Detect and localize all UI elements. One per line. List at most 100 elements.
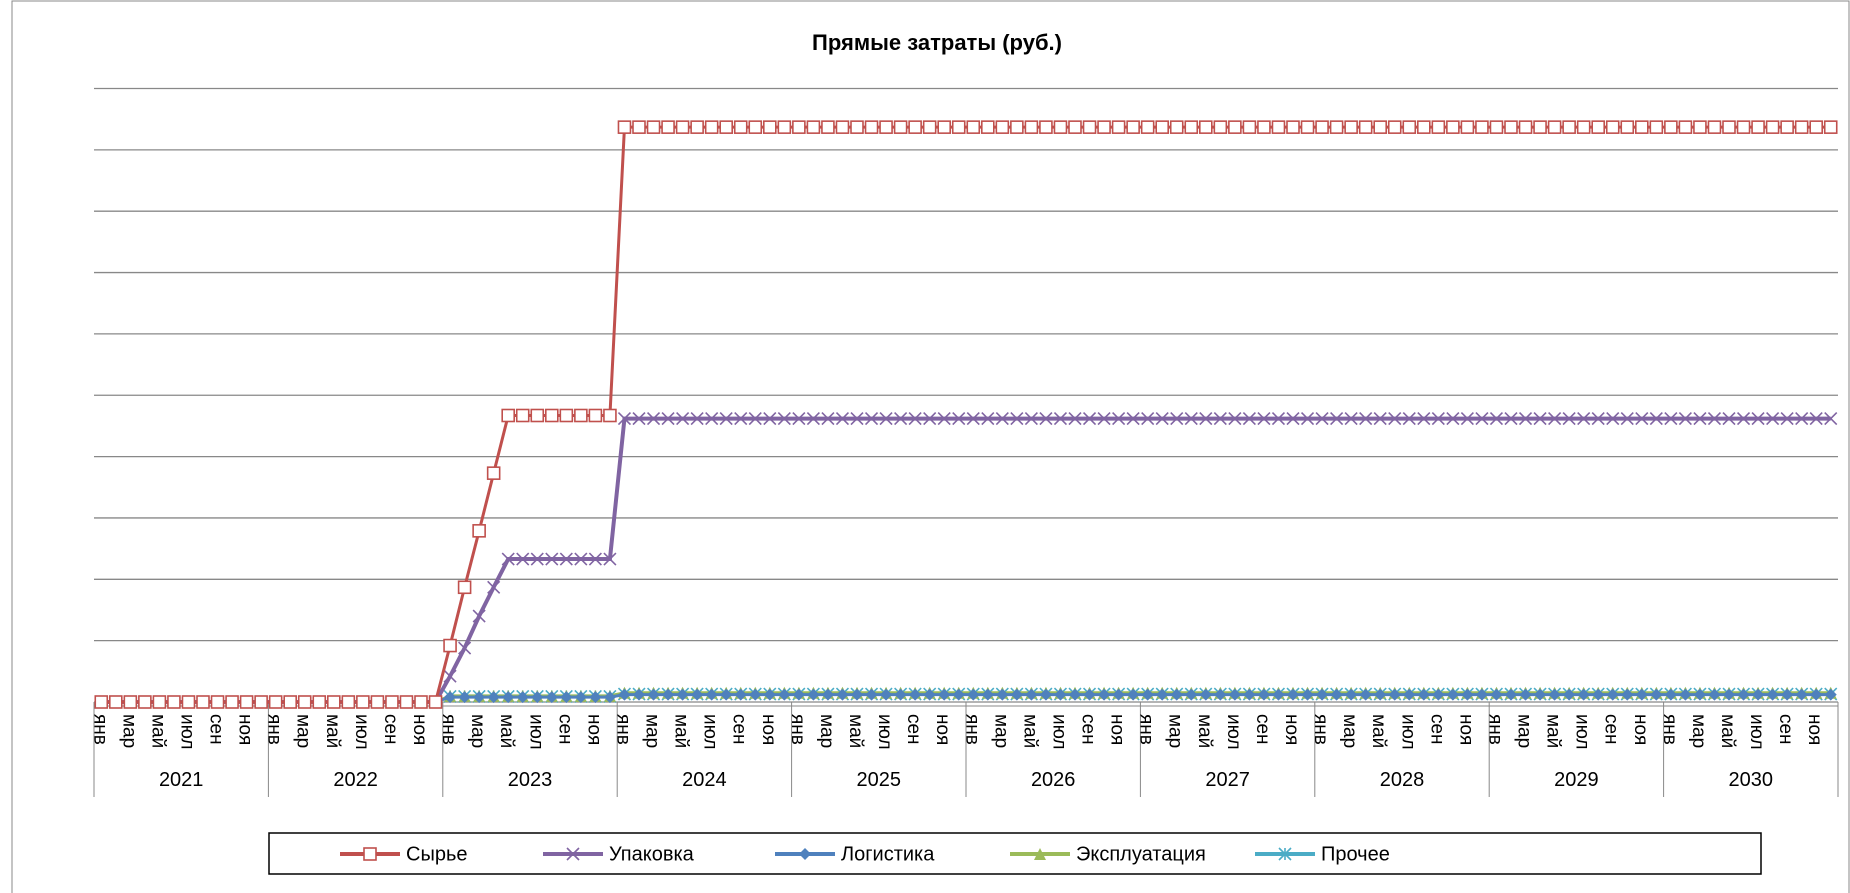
point [821, 411, 835, 426]
point [574, 552, 588, 566]
x-tick-label: сен [729, 714, 750, 745]
point [531, 691, 544, 704]
point [1329, 120, 1344, 134]
year-label: 2023 [508, 769, 553, 791]
x-tick-label: янв [612, 714, 633, 745]
point [1765, 120, 1780, 134]
x-tick-label: ноя [235, 714, 256, 745]
point [1010, 688, 1023, 701]
year-label: 2030 [1729, 769, 1774, 791]
x-tick-label: июл [1223, 714, 1244, 750]
point [559, 408, 574, 423]
point [1271, 120, 1286, 134]
point [1184, 411, 1198, 426]
point [588, 408, 603, 423]
point [864, 120, 879, 134]
point [1010, 120, 1024, 134]
point [1576, 120, 1591, 134]
point [414, 695, 428, 709]
year-label: 2022 [333, 769, 378, 791]
point [937, 411, 951, 426]
point [1620, 120, 1635, 134]
point [574, 691, 587, 704]
point [385, 695, 399, 709]
point [1373, 411, 1387, 426]
point [792, 688, 805, 701]
point [181, 695, 196, 709]
point [1199, 688, 1212, 701]
point [821, 688, 834, 701]
point [1271, 411, 1286, 426]
point [850, 411, 864, 426]
x-tick-label: янв [787, 714, 808, 745]
point [1098, 688, 1111, 701]
point [880, 688, 893, 701]
point [1518, 411, 1533, 426]
x-tick-label: сен [1078, 714, 1099, 745]
point [1431, 120, 1446, 134]
point [1053, 120, 1068, 134]
x-tick-label: июл [874, 714, 895, 750]
point [1824, 688, 1837, 701]
point [1330, 688, 1343, 701]
point [1751, 120, 1765, 134]
point [268, 695, 283, 709]
point [1475, 411, 1489, 426]
point [486, 466, 501, 480]
point [1635, 120, 1649, 134]
point [1417, 688, 1430, 701]
point [966, 120, 981, 134]
point [1214, 688, 1227, 701]
point [1649, 120, 1664, 134]
point [457, 580, 472, 595]
point [966, 411, 980, 426]
x-tick-label: мар [1339, 714, 1360, 748]
point [566, 847, 580, 861]
point [1257, 120, 1271, 134]
point [516, 552, 530, 566]
x-tick-label: сен [1252, 714, 1273, 745]
point [1533, 120, 1547, 134]
point [763, 688, 776, 701]
x-tick-label: сен [554, 714, 575, 745]
point [1591, 411, 1605, 426]
point [196, 695, 210, 709]
point [807, 688, 820, 701]
point [777, 120, 792, 134]
point [1213, 411, 1227, 426]
point [1053, 411, 1068, 426]
point [1780, 120, 1794, 134]
point [661, 120, 675, 134]
point [1518, 120, 1533, 134]
point [1504, 411, 1518, 426]
point [1156, 688, 1169, 701]
point [1034, 848, 1046, 860]
point [806, 411, 820, 426]
legend-label: Прочее [1321, 843, 1390, 865]
point [1823, 120, 1838, 134]
point [1431, 411, 1445, 426]
point [749, 688, 762, 701]
point [1475, 688, 1488, 701]
point [676, 411, 690, 426]
point [1693, 120, 1707, 134]
point [1257, 688, 1270, 701]
point [1127, 688, 1140, 701]
x-tick-label: янв [264, 714, 285, 745]
point [1374, 688, 1387, 701]
point [603, 552, 617, 566]
x-tick-label: май [496, 714, 517, 748]
x-tick-label: сен [206, 714, 227, 745]
point [1417, 411, 1431, 426]
point [835, 411, 850, 426]
point [821, 120, 835, 134]
point [864, 411, 879, 426]
point [1286, 411, 1300, 426]
point [1272, 688, 1285, 701]
x-tick-label: ноя [1281, 714, 1302, 745]
point [806, 120, 821, 134]
point [763, 411, 777, 426]
point [1315, 120, 1329, 134]
point [1097, 120, 1111, 134]
point [1751, 411, 1765, 426]
